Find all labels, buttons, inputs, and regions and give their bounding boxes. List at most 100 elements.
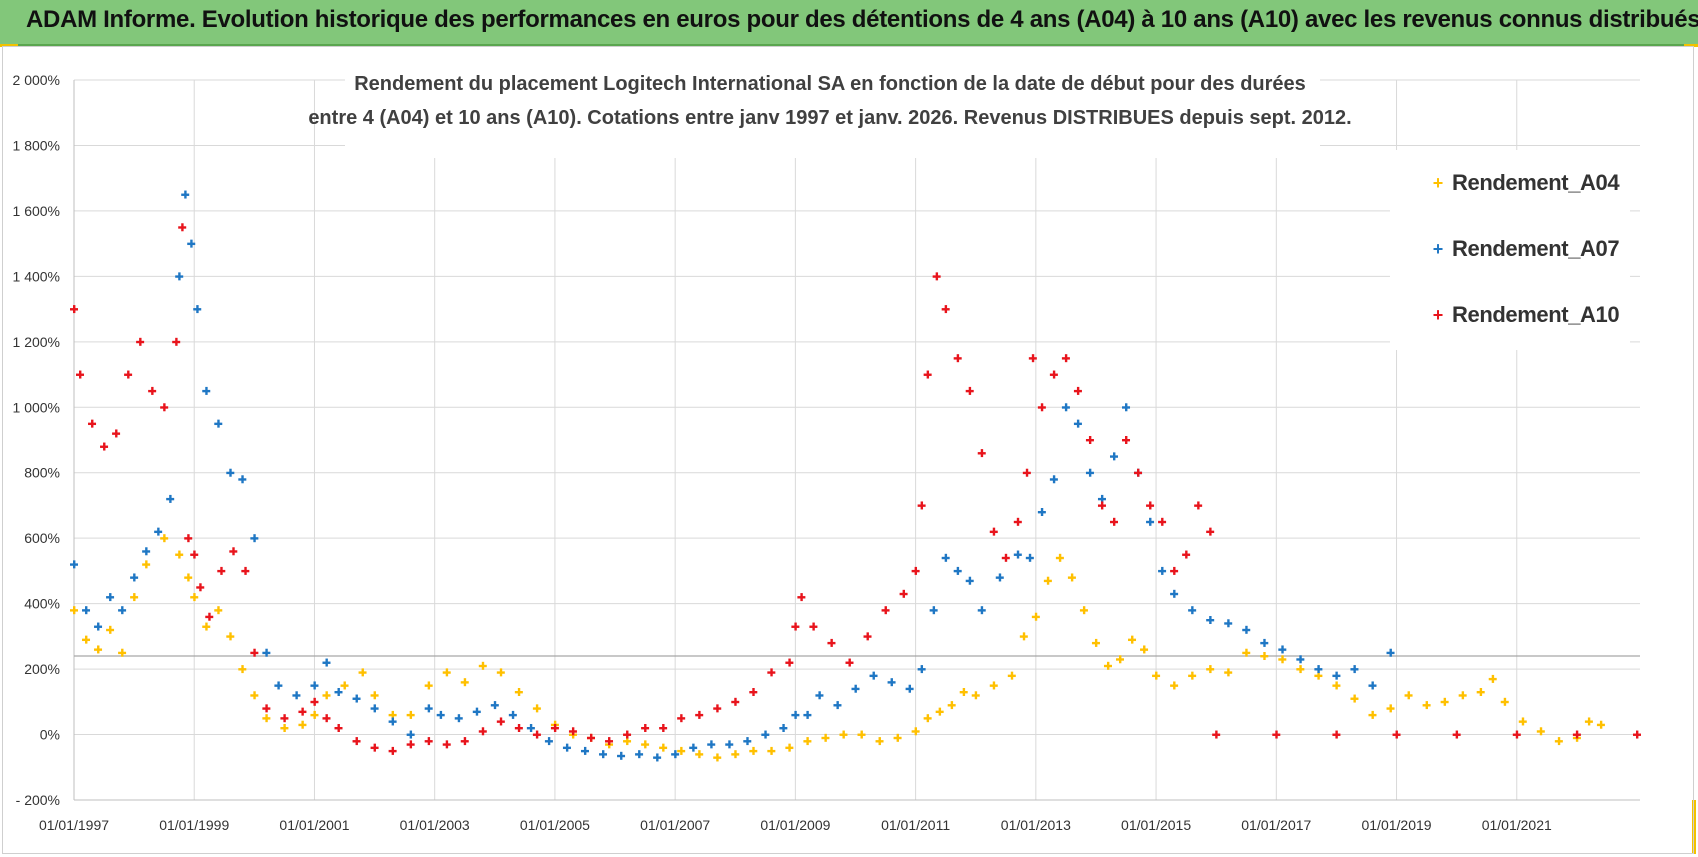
data-point-v [1317, 665, 1320, 674]
data-point-v [1263, 638, 1266, 647]
data-point-v [1521, 717, 1525, 726]
data-point-v [373, 691, 376, 700]
data-point-v [445, 740, 449, 749]
data-point-v [860, 730, 863, 739]
data-point-v [1215, 730, 1218, 739]
data-point-v [1112, 517, 1116, 526]
data-point-v [355, 694, 358, 703]
data-point-v [1575, 730, 1579, 739]
data-point-v [187, 534, 190, 543]
data-point-v [1119, 655, 1122, 664]
data-point-v [674, 750, 677, 759]
data-point-v [301, 720, 304, 729]
data-point-v [914, 566, 918, 575]
data-point-v [1503, 697, 1507, 706]
data-point-v [265, 704, 268, 713]
data-point-v [265, 648, 268, 657]
data-point-v [1335, 730, 1338, 739]
data-point-v [277, 681, 280, 690]
data-point-v [1191, 606, 1194, 615]
data-point-v [427, 681, 431, 690]
data-point-v [121, 648, 124, 657]
data-point-v [1209, 616, 1212, 624]
data-point-v [938, 707, 942, 716]
legend-label: Rendement_A07 [1452, 236, 1620, 261]
data-point-v [794, 710, 797, 719]
x-tick-label: 01/01/2015 [1121, 817, 1191, 833]
data-point-v [962, 688, 966, 696]
legend: + Rendement_A04 + Rendement_A07 + Rendem… [1390, 150, 1630, 350]
data-point-v [196, 305, 199, 314]
data-point-v [229, 468, 232, 477]
data-point-v [1004, 553, 1008, 562]
data-point-v [409, 730, 413, 739]
data-point-v [241, 475, 244, 484]
data-point-v [229, 632, 232, 641]
series-3 [70, 223, 1215, 755]
data-point-v [884, 606, 887, 615]
data-point-v [914, 727, 918, 736]
data-point-v [782, 724, 785, 732]
data-point-v [439, 710, 443, 719]
data-point-v [199, 583, 202, 592]
data-point-v [638, 750, 641, 759]
data-point-v [205, 622, 208, 631]
data-point-v [710, 740, 713, 749]
data-point-v [626, 737, 629, 746]
data-point-v [178, 272, 181, 281]
data-point-v [1587, 717, 1591, 726]
data-point-v [968, 576, 972, 585]
data-point-v [1161, 517, 1164, 526]
x-tick-label: 01/01/1999 [159, 817, 229, 833]
x-tick-label: 01/01/2021 [1482, 817, 1552, 833]
data-point-v [1515, 730, 1519, 739]
x-tick-label: 01/01/1997 [39, 817, 109, 833]
data-point-v [734, 697, 737, 706]
data-point-v [499, 668, 503, 677]
data-point-v [1100, 494, 1104, 503]
data-point-v [361, 668, 364, 677]
data-point-v [547, 737, 551, 746]
data-point-v [932, 606, 936, 615]
data-point-v [1227, 668, 1230, 677]
data-point-v [163, 403, 166, 412]
data-point-v [565, 743, 569, 752]
x-tick-label: 01/01/2007 [640, 817, 710, 833]
data-point-v [145, 560, 148, 569]
data-point-v [133, 593, 136, 602]
data-point-v [1100, 501, 1104, 510]
data-point-v [244, 566, 247, 575]
data-point-v [1016, 550, 1020, 559]
legend-label: Rendement_A04 [1452, 170, 1620, 195]
data-point-v [1353, 694, 1356, 703]
data-point-v [583, 746, 587, 755]
data-point-v [103, 442, 106, 451]
plus-marker-icon: + [1432, 304, 1444, 325]
data-point-v [265, 714, 268, 723]
legend-label: Rendement_A10 [1452, 302, 1620, 327]
x-tick-label: 01/01/2019 [1361, 817, 1431, 833]
data-point-v [1335, 681, 1338, 690]
data-point-v [535, 730, 539, 739]
data-point-v [770, 668, 773, 677]
y-tick-label: 2 000% [13, 72, 60, 88]
data-point-v [1245, 625, 1248, 634]
data-point-v [85, 635, 88, 644]
data-point-v [85, 606, 88, 615]
data-point-v [163, 534, 166, 543]
data-point-v [169, 494, 172, 503]
data-point-v [1173, 681, 1176, 690]
data-point-v [253, 691, 256, 700]
data-point-v [1040, 403, 1044, 412]
data-point-v [427, 704, 431, 713]
data-point-v [208, 612, 211, 621]
data-point-v [608, 737, 611, 746]
data-point-v [1455, 730, 1459, 739]
data-point-v [337, 724, 340, 732]
data-point-v [325, 658, 328, 667]
data-point-v [481, 661, 485, 670]
data-point-v [896, 733, 899, 742]
data-point-v [1125, 403, 1128, 412]
data-point-v [1407, 691, 1410, 700]
data-point-v [133, 573, 136, 582]
